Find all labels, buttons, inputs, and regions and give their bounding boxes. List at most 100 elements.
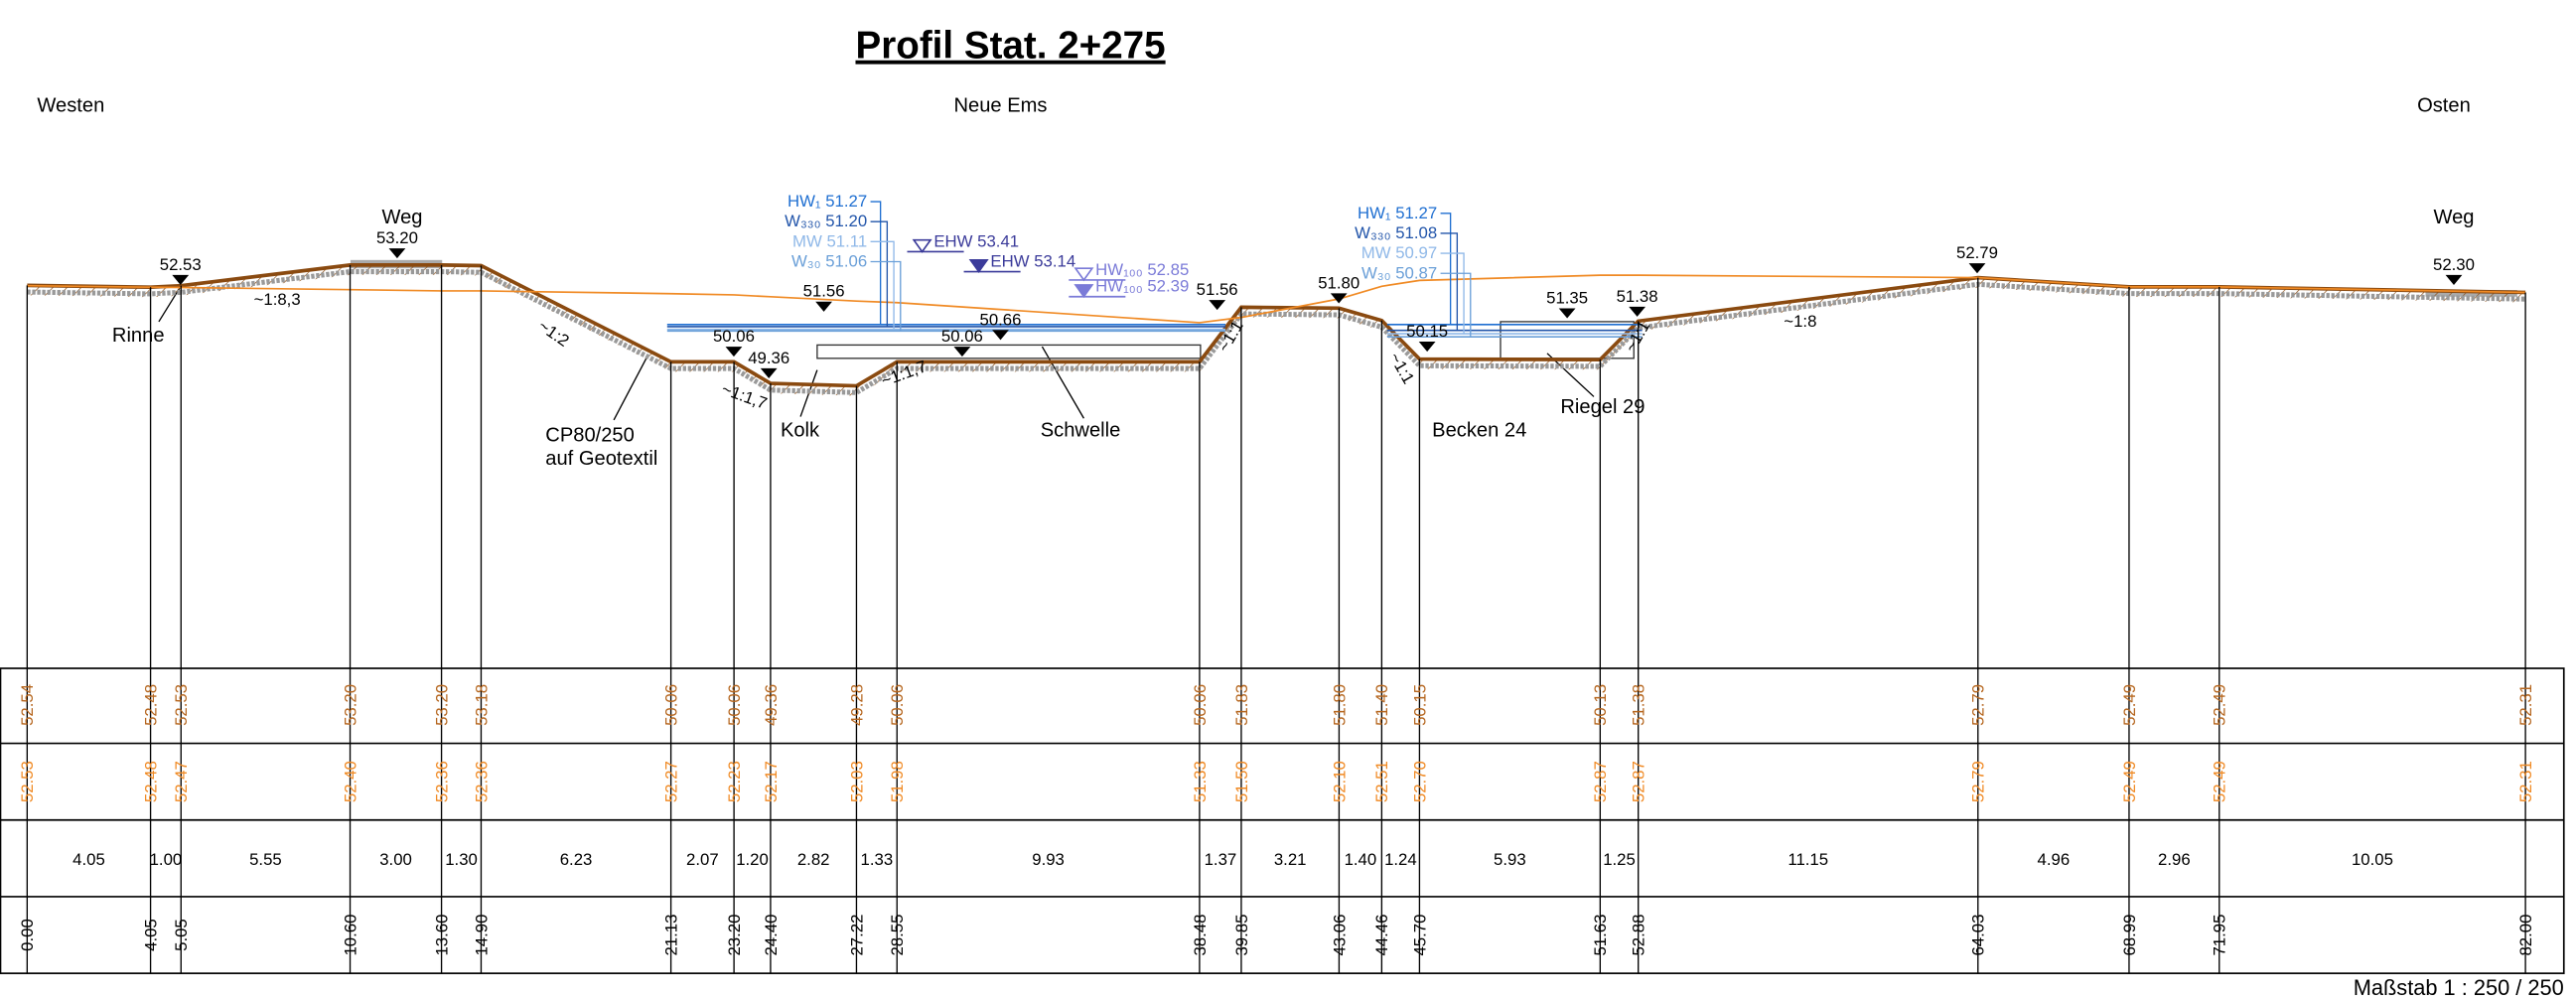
stations-value: 39.85 (1232, 915, 1251, 956)
ground-value: 50.06 (725, 684, 744, 726)
water-value: 50.97 (1395, 243, 1437, 262)
water-name: MW (792, 231, 822, 250)
stations-value: 43.06 (1330, 915, 1349, 956)
stations-value: 24.40 (762, 915, 781, 956)
ground-value: 50.06 (661, 684, 680, 726)
distance-value: 5.93 (1494, 850, 1526, 869)
ground-value: 52.48 (141, 684, 160, 726)
water-label: W₃₃₀ 51.08 (1355, 223, 1437, 242)
ground-value: 52.79 (1969, 684, 1988, 726)
water-label: HW₁ 51.27 (1358, 204, 1437, 222)
water-name: HW₁₀₀ (1095, 260, 1143, 279)
stations-value: 27.22 (847, 915, 866, 956)
distance-value: 1.25 (1603, 850, 1636, 869)
planned-value: 52.27 (661, 761, 680, 802)
water-name: EHW (990, 252, 1029, 271)
water-label: W₃₀ 50.87 (1361, 263, 1437, 282)
elevation-triangle (992, 330, 1009, 341)
water-leader (870, 201, 882, 325)
leaders (158, 286, 1595, 421)
planned-value: 51.33 (1191, 761, 1210, 802)
water-value: 53.14 (1034, 252, 1075, 271)
planned-value: 52.03 (847, 761, 866, 802)
stations-value: 45.70 (1410, 915, 1429, 956)
stations-value: 0.00 (18, 919, 37, 951)
elevation-triangle (388, 248, 406, 259)
water-triangle (1073, 267, 1094, 282)
distance-value: 3.00 (379, 850, 412, 869)
water-name: HW₁₀₀ (1095, 277, 1143, 296)
water-label: HW₁ 51.27 (787, 192, 867, 211)
water-triangle (912, 238, 932, 253)
stations-value: 21.13 (661, 915, 680, 956)
becken-label: Becken 24 (1432, 420, 1526, 442)
planned-value: 52.53 (18, 761, 37, 802)
distance-value: 3.21 (1274, 850, 1307, 869)
water-triangle (968, 258, 989, 274)
elevation-triangle (1330, 293, 1348, 304)
water-value: 51.20 (825, 212, 867, 230)
elevation-triangle (1209, 300, 1226, 311)
elevation-triangle (1629, 306, 1646, 317)
stations-value: 82.00 (2516, 915, 2535, 956)
water-leader (1440, 232, 1459, 331)
ground-value: 52.53 (172, 684, 191, 726)
ground-value: 53.20 (341, 684, 359, 726)
water-label: W₃₃₀ 51.20 (785, 212, 867, 230)
elevation-label: 50.15 (1406, 322, 1448, 341)
schwelle-label: Schwelle (1041, 420, 1121, 442)
riegel-label: Riegel 29 (1560, 396, 1645, 418)
ground-value: 53.18 (472, 684, 491, 726)
stations-value: 23.20 (725, 915, 744, 956)
planned-value: 52.48 (141, 761, 160, 802)
planned-value: 52.10 (1330, 761, 1349, 802)
water-triangle (1073, 284, 1094, 299)
stations-value: 38.48 (1191, 915, 1210, 956)
distance-value: 1.37 (1205, 850, 1237, 869)
water-value: 52.39 (1147, 277, 1189, 296)
elevation-triangle (1558, 308, 1576, 319)
distance-value: 5.55 (249, 850, 282, 869)
scale-note: Maßstab 1 : 250 / 250 (2354, 975, 2564, 1000)
ground-line (27, 263, 2526, 388)
stations-value: 10.60 (341, 915, 359, 956)
water-value: 51.08 (1395, 223, 1437, 242)
planned-value: 51.50 (1232, 761, 1251, 802)
water-label: W₃₀ 51.06 (791, 252, 867, 271)
water-value: 51.27 (825, 192, 867, 211)
ground-value: 51.40 (1372, 684, 1391, 726)
distance-value: 1.30 (445, 850, 478, 869)
elevation-label: 51.35 (1546, 288, 1588, 307)
slope-label: ~1:8 (1784, 312, 1816, 331)
water-value: 52.85 (1147, 260, 1189, 279)
elevation-label: 52.79 (1956, 243, 1998, 262)
water-value: 51.06 (825, 252, 867, 271)
elevation-triangle (953, 347, 971, 357)
water-label: HW₁₀₀ 52.39 (1095, 277, 1189, 296)
water-label: HW₁₀₀ 52.85 (1095, 260, 1189, 279)
water-leader (1440, 272, 1472, 338)
distance-value: 11.15 (1788, 850, 1828, 869)
distance-value: 1.24 (1384, 850, 1417, 869)
stations-value: 4.05 (141, 919, 160, 951)
center-label: Neue Ems (954, 94, 1048, 116)
distance-value: 4.05 (72, 850, 105, 869)
water-name: MW (1361, 243, 1391, 262)
water-label: MW 51.11 (792, 231, 867, 250)
water-label: MW 50.97 (1361, 243, 1437, 262)
ground-value: 52.49 (2211, 684, 2229, 726)
elevation-triangle (1968, 263, 1986, 274)
elevation-triangle (760, 367, 778, 378)
elevation-label: 51.56 (803, 282, 845, 301)
ground-value: 50.13 (1591, 684, 1610, 726)
planned-value: 52.87 (1591, 761, 1610, 802)
water-leader (1440, 252, 1465, 335)
water-name: EHW (933, 231, 972, 250)
planned-value: 52.31 (2516, 761, 2535, 802)
distance-value: 6.23 (560, 850, 593, 869)
distance-value: 1.20 (736, 850, 769, 869)
water-value: 51.11 (827, 231, 868, 250)
elevation-triangle (1418, 342, 1436, 353)
elevation-label: 49.36 (748, 349, 789, 367)
